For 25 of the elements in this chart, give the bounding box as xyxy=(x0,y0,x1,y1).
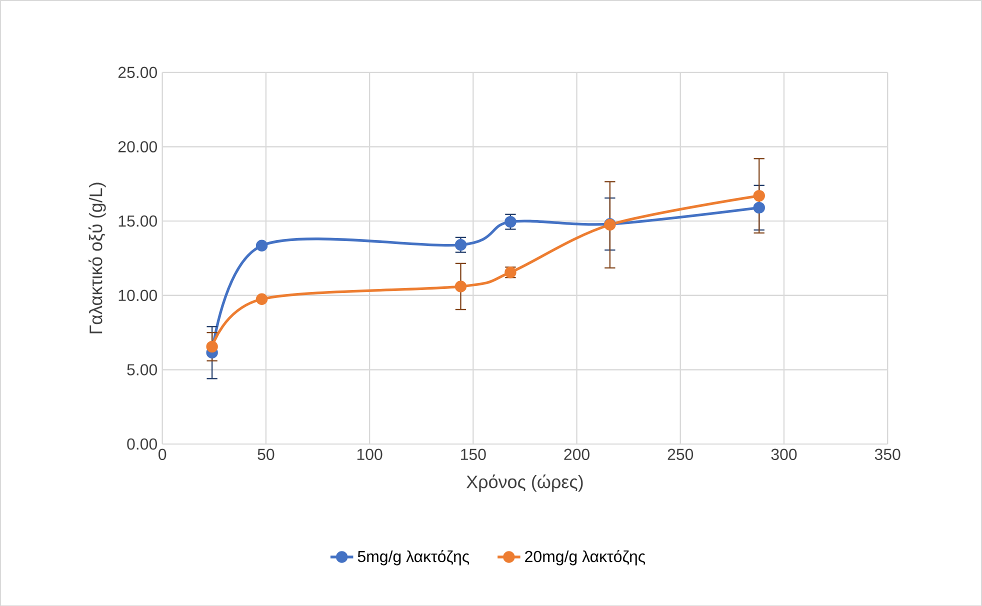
point xyxy=(256,240,268,252)
x-tick-label: 200 xyxy=(564,448,590,460)
x-tick-label: 300 xyxy=(771,448,797,460)
point xyxy=(753,202,765,214)
x-axis-title: Χρόνος (ώρες) xyxy=(466,474,583,492)
y-tick-label: 10.00 xyxy=(118,290,158,301)
y-tick-label: 20.00 xyxy=(118,140,158,152)
y-tick-label: 0.00 xyxy=(127,438,158,450)
x-tick-label: 350 xyxy=(874,448,900,460)
y-tick-label: 25.00 xyxy=(118,66,158,78)
x-tick-label: 0 xyxy=(158,448,166,460)
point xyxy=(256,293,268,305)
x-tick-label: 100 xyxy=(357,448,382,460)
point xyxy=(206,340,218,352)
point xyxy=(504,216,516,228)
point xyxy=(753,190,765,202)
y-tick-label: 5.00 xyxy=(127,364,158,376)
x-tick-label: 250 xyxy=(668,448,694,460)
y-tick-label: 15.00 xyxy=(118,215,158,227)
x-tick-label: 50 xyxy=(258,448,274,460)
legend-label: 5mg/g λακτόζης xyxy=(358,550,470,566)
legend-label: 20mg/g λακτόζης xyxy=(525,550,646,566)
x-tick-label: 150 xyxy=(461,448,486,460)
point xyxy=(454,280,467,292)
y-axis-title: Γαλακτικό οξύ (g/L) xyxy=(88,182,106,334)
